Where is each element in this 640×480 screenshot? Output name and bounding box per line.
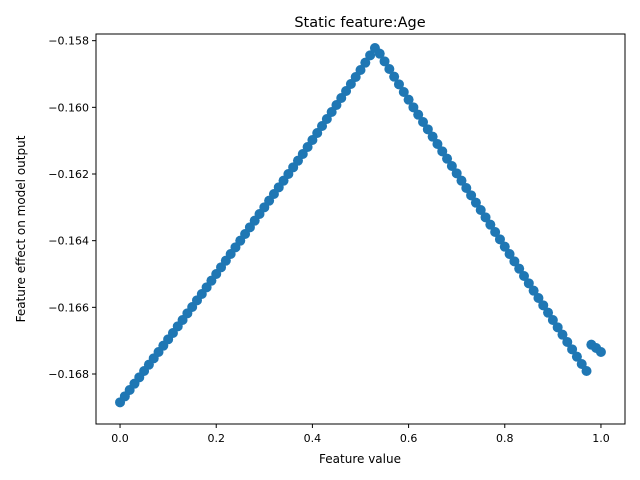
data-point	[379, 56, 390, 67]
x-tick-label: 0.0	[111, 432, 129, 445]
data-point	[336, 93, 347, 103]
y-tick-label: −0.158	[48, 35, 89, 48]
data-point	[326, 107, 337, 117]
data-point	[480, 212, 491, 223]
data-point	[413, 109, 424, 120]
data-point	[317, 121, 328, 131]
chart-title: Static feature:Age	[294, 15, 425, 31]
data-point	[470, 197, 481, 208]
x-tick-label: 0.4	[304, 432, 322, 445]
data-point	[442, 153, 453, 164]
data-point	[403, 94, 414, 105]
x-axis-label: Feature value	[319, 452, 401, 466]
x-axis-ticks: 0.0 0.2 0.4 0.6 0.8 1.0	[111, 424, 610, 445]
x-tick-label: 1.0	[592, 432, 610, 445]
data-point	[571, 351, 582, 362]
data-point	[504, 249, 515, 259]
data-point	[437, 146, 448, 157]
data-point	[302, 142, 313, 152]
data-point	[350, 72, 361, 82]
y-tick-label: −0.162	[48, 168, 89, 181]
data-points	[115, 43, 606, 408]
data-point	[360, 57, 371, 68]
data-point	[312, 128, 323, 138]
y-axis-ticks: −0.168 −0.166 −0.164 −0.162 −0.160 −0.158	[48, 35, 96, 381]
data-point	[408, 102, 419, 113]
data-point	[494, 234, 505, 245]
data-point	[427, 131, 438, 142]
data-point	[389, 71, 400, 82]
data-point	[523, 278, 534, 289]
data-point	[552, 322, 563, 333]
data-point	[307, 135, 318, 145]
data-point	[398, 87, 409, 97]
data-point	[595, 347, 606, 357]
data-point	[451, 168, 462, 179]
data-point	[543, 307, 554, 318]
data-point	[422, 124, 433, 135]
data-point	[365, 50, 376, 61]
data-point	[576, 359, 587, 369]
data-point	[490, 227, 501, 237]
data-point	[374, 48, 385, 59]
data-point	[345, 79, 356, 89]
y-tick-label: −0.168	[48, 368, 89, 381]
y-tick-label: −0.160	[48, 101, 89, 114]
data-point	[567, 344, 578, 355]
data-point	[432, 139, 443, 149]
y-tick-label: −0.166	[48, 301, 89, 314]
data-point	[485, 219, 496, 230]
data-point	[519, 271, 530, 281]
data-point	[297, 149, 308, 159]
data-point	[533, 293, 544, 303]
y-tick-label: −0.164	[48, 235, 89, 248]
y-axis-label: Feature effect on model output	[14, 135, 28, 322]
data-point	[509, 256, 520, 267]
data-point	[393, 79, 404, 90]
data-point	[384, 64, 395, 74]
x-tick-label: 0.2	[207, 432, 225, 445]
x-tick-label: 0.6	[400, 432, 418, 445]
data-point	[331, 100, 342, 110]
data-point	[547, 315, 558, 325]
data-point	[499, 241, 510, 252]
data-point	[466, 190, 477, 201]
data-point	[418, 117, 429, 127]
data-point	[341, 86, 352, 96]
data-point	[446, 161, 457, 171]
x-tick-label: 0.8	[496, 432, 514, 445]
data-point	[321, 114, 332, 124]
data-point	[538, 300, 549, 311]
data-point	[461, 183, 472, 193]
data-point	[355, 65, 366, 75]
data-point	[557, 329, 568, 340]
data-point	[581, 366, 592, 376]
data-point	[514, 263, 525, 274]
data-point	[528, 285, 539, 296]
data-point	[475, 205, 486, 215]
data-point	[456, 175, 467, 186]
plot-frame	[95, 33, 626, 425]
data-point	[562, 337, 573, 347]
